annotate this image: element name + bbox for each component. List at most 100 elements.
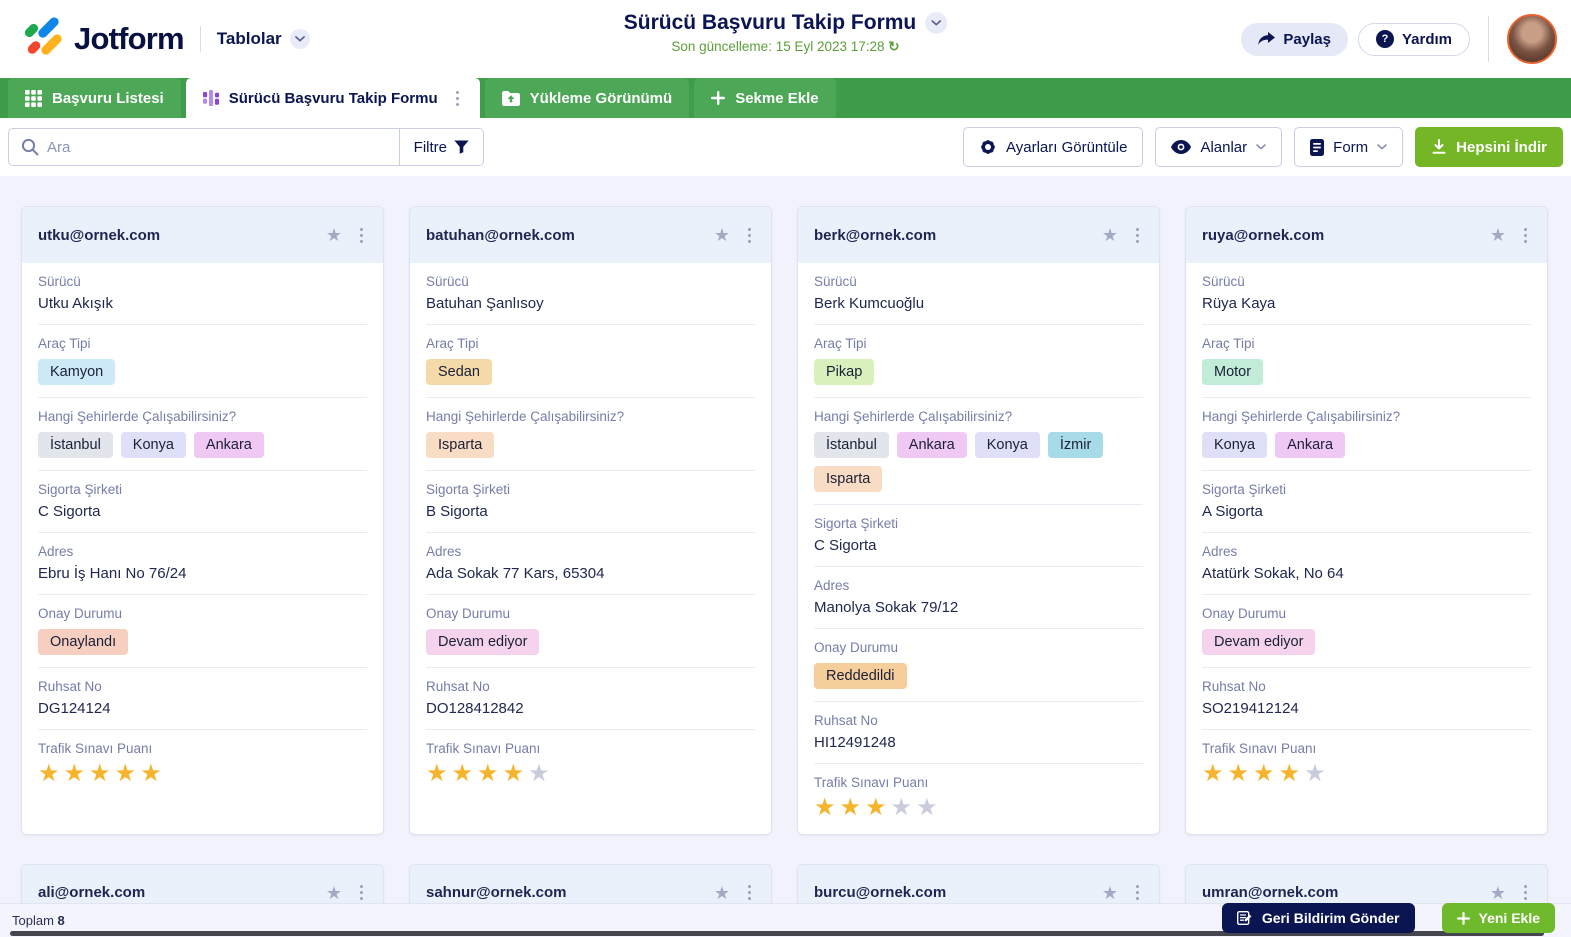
card-header[interactable]: ruya@ornek.com ★ [1186, 207, 1547, 263]
card-field[interactable]: Sigorta Şirketi C Sigorta [814, 504, 1143, 566]
brand-wordmark[interactable]: Jotform [74, 21, 185, 56]
card-field[interactable]: Onay Durumu Onaylandı [38, 594, 367, 667]
card-menu-icon[interactable] [1520, 224, 1531, 246]
card-menu-icon[interactable] [1132, 882, 1143, 903]
rating-star-icon[interactable]: ★ [477, 760, 503, 787]
title-chevron-icon[interactable] [925, 12, 948, 34]
rating-star-icon[interactable]: ★ [814, 794, 840, 821]
card-field[interactable]: Sürücü Berk Kumcuoğlu [814, 263, 1143, 324]
card-header[interactable]: burcu@ornek.com ★ [798, 864, 1159, 903]
share-button[interactable]: Paylaş [1241, 22, 1348, 56]
record-card[interactable]: batuhan@ornek.com ★ Sürücü Batuhan Şanlıs… [409, 206, 772, 835]
card-field[interactable]: Onay Durumu Devam ediyor [426, 594, 755, 667]
tab-surucu-basvuru-takip-formu[interactable]: Sürücü Başvuru Takip Formu [185, 78, 480, 118]
tables-dropdown[interactable]: Tablolar [217, 29, 310, 49]
download-all-button[interactable]: Hepsini İndir [1415, 127, 1563, 167]
card-field[interactable]: Adres Ebru İş Hanı No 76/24 [38, 532, 367, 594]
card-field[interactable]: Araç Tipi Kamyon [38, 324, 367, 397]
rating-star-icon[interactable]: ★ [916, 794, 942, 821]
tab-basvuru-listesi[interactable]: Başvuru Listesi [8, 78, 181, 118]
card-field[interactable]: Sigorta Şirketi C Sigorta [38, 470, 367, 532]
view-settings-button[interactable]: Ayarları Görüntüle [963, 127, 1144, 167]
horizontal-scrollbar[interactable] [10, 931, 1544, 936]
record-card[interactable]: umran@ornek.com ★ Sürücü [1185, 863, 1548, 903]
card-field[interactable]: Sürücü Batuhan Şanlısoy [426, 263, 755, 324]
rating-star-icon[interactable]: ★ [114, 760, 141, 787]
avatar[interactable] [1507, 14, 1557, 64]
jotform-logo-icon[interactable] [22, 15, 66, 61]
card-field[interactable]: Araç Tipi Sedan [426, 324, 755, 397]
card-field[interactable]: Hangi Şehirlerde Çalışabilirsiniz? Ispart… [426, 397, 755, 470]
rating-star-icon[interactable]: ★ [1227, 760, 1254, 787]
rating-star-icon[interactable]: ★ [426, 760, 452, 787]
add-new-button[interactable]: Yeni Ekle [1441, 903, 1555, 933]
card-header[interactable]: umran@ornek.com ★ [1186, 864, 1547, 903]
card-header[interactable]: berk@ornek.com ★ [798, 207, 1159, 263]
card-field[interactable]: Ruhsat No SO219412124 [1202, 667, 1531, 729]
card-field[interactable]: Ruhsat No DO128412842 [426, 667, 755, 729]
search-input[interactable] [47, 129, 399, 165]
rating-star-icon[interactable]: ★ [1304, 760, 1330, 787]
favorite-star-icon[interactable]: ★ [1489, 225, 1506, 245]
card-field[interactable]: Sürücü Rüya Kaya [1202, 263, 1531, 324]
rating-star-icon[interactable]: ★ [89, 760, 115, 787]
card-field[interactable]: Ruhsat No DG124124 [38, 667, 367, 729]
card-field[interactable]: Sürücü Utku Akışık [38, 263, 367, 324]
record-card[interactable]: utku@ornek.com ★ Sürücü Utku Akışık Araç T… [21, 206, 384, 835]
card-menu-icon[interactable] [1132, 224, 1143, 246]
card-header[interactable]: utku@ornek.com ★ [22, 207, 383, 263]
card-field[interactable]: Ruhsat No HI12491248 [814, 701, 1143, 763]
card-header[interactable]: batuhan@ornek.com ★ [410, 207, 771, 263]
rating-star-icon[interactable]: ★ [63, 760, 90, 787]
rating-star-icon[interactable]: ★ [839, 794, 866, 821]
help-button[interactable]: ? Yardım [1357, 22, 1470, 56]
rating-star-icon[interactable]: ★ [140, 760, 166, 787]
rating-star-icon[interactable]: ★ [865, 794, 891, 821]
card-menu-icon[interactable] [1520, 882, 1531, 903]
record-card[interactable]: ruya@ornek.com ★ Sürücü Rüya Kaya Araç Tip… [1185, 206, 1548, 835]
card-menu-icon[interactable] [356, 882, 367, 903]
rating-star-icon[interactable]: ★ [1278, 760, 1305, 787]
fields-button[interactable]: Alanlar [1155, 127, 1283, 167]
card-field[interactable]: Hangi Şehirlerde Çalışabilirsiniz? İstanb… [814, 397, 1143, 504]
tab-yukleme-gorunumu[interactable]: Yükleme Görünümü [484, 78, 690, 118]
card-field[interactable]: Araç Tipi Motor [1202, 324, 1531, 397]
rating-star-icon[interactable]: ★ [528, 760, 554, 787]
rating-star-icon[interactable]: ★ [1253, 760, 1279, 787]
add-tab-button[interactable]: Sekme Ekle [694, 78, 836, 118]
rating-star-icon[interactable]: ★ [451, 760, 478, 787]
favorite-star-icon[interactable]: ★ [1101, 225, 1118, 245]
card-menu-icon[interactable] [744, 224, 755, 246]
favorite-star-icon[interactable]: ★ [1101, 882, 1118, 903]
feedback-button[interactable]: Geri Bildirim Gönder [1221, 903, 1415, 933]
record-card[interactable]: sahnur@ornek.com ★ Sürücü [409, 863, 772, 903]
refresh-icon[interactable]: ↻ [888, 39, 900, 54]
card-menu-icon[interactable] [744, 882, 755, 903]
card-field[interactable]: Adres Ada Sokak 77 Kars, 65304 [426, 532, 755, 594]
card-field[interactable]: Trafik Sınavı Puanı ★★★★★ [426, 729, 755, 800]
favorite-star-icon[interactable]: ★ [325, 882, 342, 903]
rating-star-icon[interactable]: ★ [38, 760, 64, 787]
favorite-star-icon[interactable]: ★ [325, 225, 342, 245]
card-field[interactable]: Araç Tipi Pikap [814, 324, 1143, 397]
card-field[interactable]: Hangi Şehirlerde Çalışabilirsiniz? Konya A… [1202, 397, 1531, 470]
card-header[interactable]: sahnur@ornek.com ★ [410, 864, 771, 903]
card-field[interactable]: Adres Atatürk Sokak, No 64 [1202, 532, 1531, 594]
rating-star-icon[interactable]: ★ [890, 794, 917, 821]
card-field[interactable]: Adres Manolya Sokak 79/12 [814, 566, 1143, 628]
card-field[interactable]: Trafik Sınavı Puanı ★★★★★ [814, 763, 1143, 834]
rating-star-icon[interactable]: ★ [502, 760, 529, 787]
card-field[interactable]: Hangi Şehirlerde Çalışabilirsiniz? İstanb… [38, 397, 367, 470]
card-header[interactable]: ali@ornek.com ★ [22, 864, 383, 903]
card-field[interactable]: Sigorta Şirketi A Sigorta [1202, 470, 1531, 532]
rating-star-icon[interactable]: ★ [1202, 760, 1228, 787]
card-field[interactable]: Onay Durumu Devam ediyor [1202, 594, 1531, 667]
card-menu-icon[interactable] [356, 224, 367, 246]
card-field[interactable]: Onay Durumu Reddedildi [814, 628, 1143, 701]
filter-button[interactable]: Filtre [398, 129, 483, 165]
card-field[interactable]: Sigorta Şirketi B Sigorta [426, 470, 755, 532]
record-card[interactable]: burcu@ornek.com ★ Sürücü [797, 863, 1160, 903]
card-field[interactable]: Trafik Sınavı Puanı ★★★★★ [1202, 729, 1531, 800]
record-card[interactable]: ali@ornek.com ★ Sürücü [21, 863, 384, 903]
card-field[interactable]: Trafik Sınavı Puanı ★★★★★ [38, 729, 367, 800]
